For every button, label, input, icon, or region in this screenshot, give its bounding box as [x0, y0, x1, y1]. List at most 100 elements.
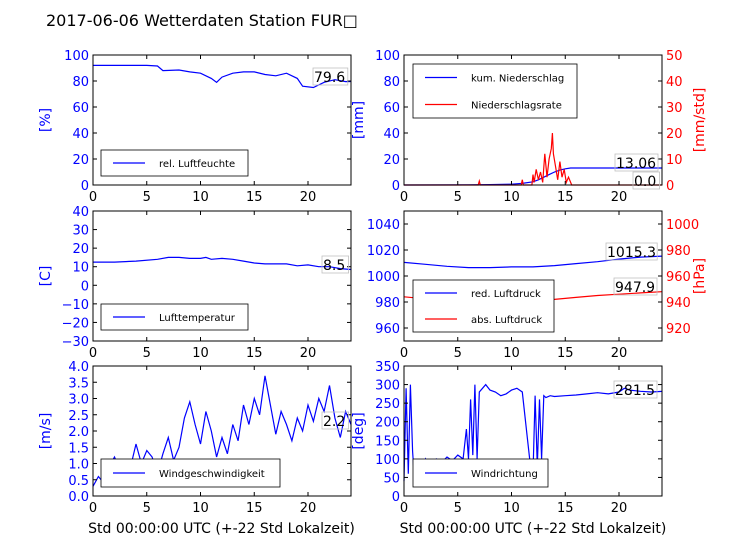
- legend-entry: Lufttemperatur: [159, 313, 236, 324]
- y-tick-label: 40: [72, 127, 89, 142]
- plot-frame: [403, 54, 663, 186]
- y-tick-label: 100: [375, 453, 400, 468]
- legend-entry: rel. Luftfeuchte: [159, 159, 235, 170]
- svg-text:947.9: 947.9: [615, 280, 655, 296]
- x-axis-label-right: Std 00:00:00 UTC (+-22 Std Lokalzeit): [400, 521, 667, 537]
- y-axis-label: [C]: [38, 266, 54, 287]
- y-tick-label: 1.5: [68, 441, 89, 456]
- legend: Windrichtung: [412, 458, 549, 488]
- y-tick-label: 250: [375, 397, 400, 412]
- x-tick-label: 5: [454, 190, 462, 205]
- x-tick-label: 20: [611, 501, 628, 516]
- y-tick-label: −30: [62, 335, 89, 350]
- x-tick-label: 0: [89, 346, 97, 361]
- legend-entry: Windrichtung: [471, 469, 538, 480]
- y-tick-label: 0: [392, 179, 400, 194]
- y-tick-label: 60: [72, 101, 89, 116]
- y-tick-label: 3.5: [68, 376, 89, 391]
- figure-title: 2017-06-06 Wetterdaten Station FUR□: [46, 11, 358, 30]
- y-tick-label: 1.0: [68, 458, 89, 473]
- y-right-tick-label: 0: [666, 179, 674, 194]
- y-axis-label: [deg]: [351, 412, 367, 449]
- x-tick-label: 10: [192, 346, 209, 361]
- y-tick-label: −20: [62, 316, 89, 331]
- x-tick-label: 15: [557, 190, 574, 205]
- x-tick-label: 10: [192, 190, 209, 205]
- y-tick-label: 0: [392, 490, 400, 505]
- y-right-axis-label: [hPa]: [692, 258, 708, 294]
- svg-text:13.06: 13.06: [616, 156, 656, 172]
- panel-windspeed: 0 5 10 15 20 0.00.51.0 1.52.02.53.0 3.54.0 [m/s]…: [38, 360, 352, 516]
- series-line-humidity-0: [93, 64, 352, 89]
- y-tick-label: 10: [72, 261, 89, 276]
- legend-entry: abs. Luftdruck: [471, 315, 542, 326]
- y-right-tick-label: 980: [666, 244, 691, 259]
- panel-winddirection: 0 5 10 15 20050100150200250300350[deg]Windri…: [351, 360, 663, 516]
- x-tick-label: 15: [557, 501, 574, 516]
- plot-frame: [92, 210, 352, 342]
- y-axis-label: [mm]: [351, 101, 367, 139]
- x-tick-label: 10: [503, 190, 520, 205]
- panel-precipitation: 0 5 10 15 20 0 20 40 60 80 100 0 10 20 30 40 50 [mm] [mm/s…: [351, 49, 708, 205]
- value-annotation: 1015.3: [605, 242, 658, 261]
- svg-text:2.2: 2.2: [323, 414, 345, 430]
- legend-entry: Niederschlagsrate: [471, 101, 562, 112]
- x-axis-label-left: Std 00:00:00 UTC (+-22 Std Lokalzeit): [88, 521, 355, 537]
- y-tick-label: 20: [72, 153, 89, 168]
- y-tick-label: 0: [81, 279, 89, 294]
- x-tick-label: 15: [246, 190, 263, 205]
- value-annotation: 281.5: [613, 380, 658, 399]
- legend: Lufttemperatur: [100, 303, 249, 331]
- value-annotation: 0.0: [632, 171, 661, 190]
- legend-entry: red. Luftdruck: [471, 289, 541, 300]
- y-right-tick-label: 10: [666, 153, 683, 168]
- y-tick-label: 20: [383, 153, 400, 168]
- panel-temperature: 0 5 10 15 20 −30 −20 −10 0 10 20 30 40 [C] Lufttempera…: [38, 205, 352, 361]
- y-right-axis-label: [mm/std]: [692, 88, 708, 153]
- y-tick-label: 980: [375, 296, 400, 311]
- y-tick-label: 0.0: [68, 490, 89, 505]
- series-line-windspeed-0: [92, 375, 352, 487]
- y-right-tick-label: 40: [666, 75, 683, 90]
- y-tick-label: 80: [383, 75, 400, 90]
- x-tick-label: 20: [611, 346, 628, 361]
- x-tick-label: 10: [192, 501, 209, 516]
- y-tick-label: 4.0: [68, 360, 89, 375]
- value-annotation: 947.9: [613, 277, 658, 296]
- x-tick-label: 5: [143, 501, 151, 516]
- y-right-tick-label: 920: [666, 322, 691, 337]
- value-annotation: 79.6: [312, 67, 349, 86]
- legend-entry: kum. Niederschlag: [471, 74, 564, 85]
- svg-text:281.5: 281.5: [615, 383, 655, 399]
- legend: red. Luftdruck abs. Luftdruck: [412, 279, 555, 333]
- x-tick-label: 20: [300, 346, 317, 361]
- y-tick-label: 300: [375, 379, 400, 394]
- y-axis-label: [m/s]: [38, 413, 54, 450]
- y-tick-label: 20: [72, 242, 89, 257]
- y-tick-label: 1040: [367, 218, 400, 233]
- series-line-temperature-0: [93, 256, 352, 271]
- x-tick-label: 20: [611, 190, 628, 205]
- x-tick-label: 15: [246, 501, 263, 516]
- value-annotation: 13.06: [614, 153, 659, 172]
- svg-text:0.0: 0.0: [634, 174, 656, 190]
- y-tick-label: 0.5: [68, 474, 89, 489]
- y-tick-label: 2.5: [68, 409, 89, 424]
- x-tick-label: 0: [400, 346, 408, 361]
- legend: Windgeschwindigkeit: [100, 458, 281, 488]
- x-tick-label: 5: [454, 346, 462, 361]
- y-tick-label: 960: [375, 322, 400, 337]
- y-tick-label: 3.0: [68, 393, 89, 408]
- y-tick-label: 60: [383, 101, 400, 116]
- legend: rel. Luftfeuchte: [100, 149, 249, 177]
- svg-text:8.5: 8.5: [323, 258, 345, 274]
- legend: kum. Niederschlag Niederschlagsrate: [412, 63, 578, 119]
- y-right-tick-label: 940: [666, 296, 691, 311]
- y-right-tick-label: 30: [666, 101, 683, 116]
- y-tick-label: 40: [72, 205, 89, 220]
- y-tick-label: 40: [383, 127, 400, 142]
- legend-entry: Windgeschwindigkeit: [159, 469, 265, 480]
- y-axis-label: [%]: [38, 108, 54, 132]
- x-tick-label: 0: [89, 190, 97, 205]
- panel-pressure: 0 5 10 15 20 960 980 1000 1020 1040 920 940 960 980 10…: [367, 210, 708, 361]
